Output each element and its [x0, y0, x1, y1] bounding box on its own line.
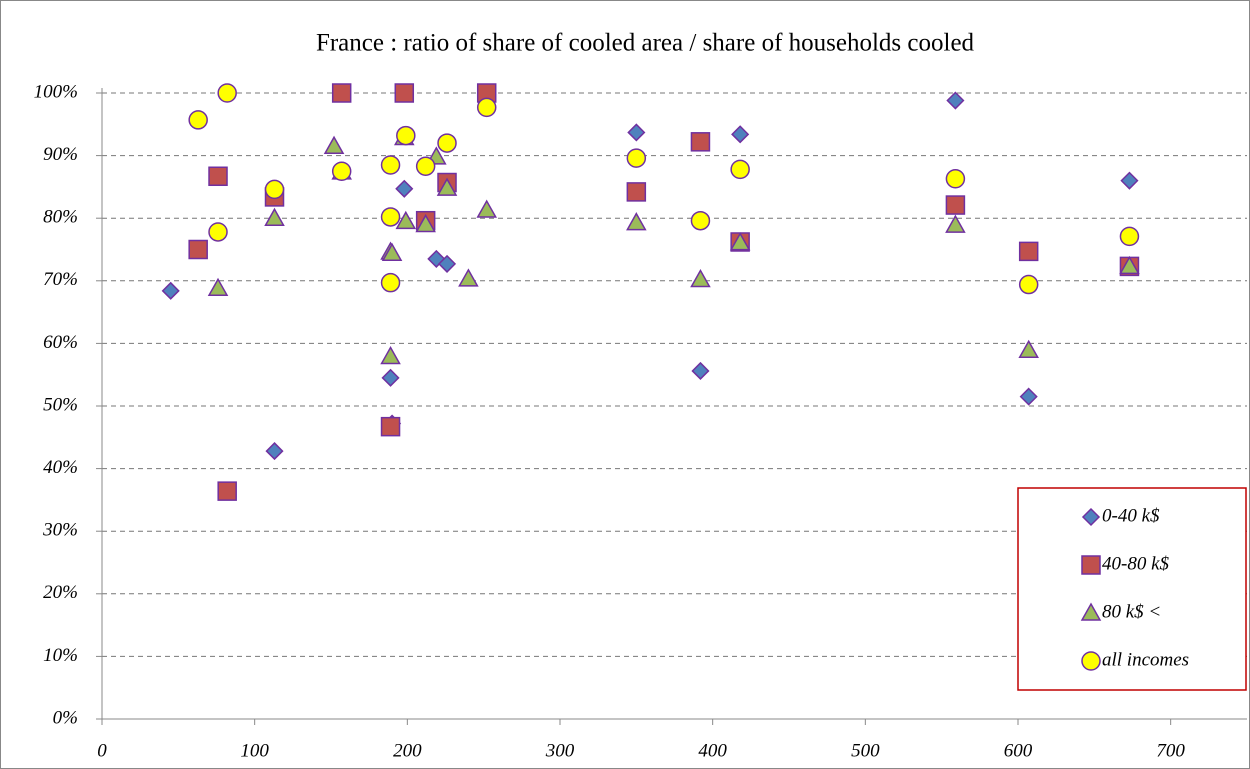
circle-point: [396, 125, 416, 146]
triangle-point: [690, 269, 711, 288]
triangle-point: [458, 268, 479, 287]
triangle-point: [729, 232, 751, 251]
x-tick-label: 300: [545, 740, 575, 761]
x-tick-label: 600: [1004, 740, 1033, 761]
x-tick-label: 700: [1156, 740, 1185, 761]
square-point: [690, 132, 711, 152]
circle-point: [437, 133, 457, 153]
x-tick-label: 0: [97, 740, 107, 761]
square-point: [380, 416, 401, 437]
triangle-point: [945, 214, 966, 233]
legend-box: [1017, 487, 1247, 691]
diamond-point: [437, 254, 457, 273]
diamond-point: [381, 368, 400, 387]
square-point: [188, 239, 208, 260]
circle-point: [264, 179, 285, 200]
y-tick-label: 0%: [53, 707, 78, 728]
diamond-point: [691, 361, 710, 381]
circle-point: [945, 169, 966, 189]
square-point: [626, 182, 647, 202]
diamond-point: [161, 281, 180, 300]
chart-title: France : ratio of share of cooled area /…: [316, 30, 975, 57]
triangle-point: [1080, 602, 1102, 621]
y-tick-label: 80%: [43, 207, 78, 228]
x-tick-label: 400: [698, 740, 727, 761]
triangle-point: [323, 135, 345, 154]
square-point: [217, 481, 237, 501]
circle-point: [380, 155, 401, 175]
y-tick-label: 20%: [43, 582, 78, 603]
circle-point: [208, 222, 228, 242]
square-point: [331, 83, 352, 103]
triangle-point: [207, 277, 229, 297]
circle-point: [380, 272, 401, 293]
legend-label: all incomes: [1102, 649, 1189, 670]
diamond-point: [1120, 171, 1139, 190]
square-point: [945, 195, 966, 215]
square-point: [1081, 555, 1101, 575]
triangle-point: [415, 213, 436, 233]
circle-point: [217, 83, 237, 103]
y-tick-label: 10%: [43, 645, 78, 666]
x-tick-label: 500: [851, 740, 880, 761]
y-tick-label: 30%: [42, 520, 78, 541]
y-tick-label: 100%: [34, 81, 78, 102]
circle-point: [331, 161, 352, 181]
triangle-point: [1018, 339, 1039, 359]
square-point: [1018, 241, 1039, 262]
x-tick-label: 200: [393, 740, 422, 761]
square-point: [208, 166, 228, 187]
legend-label: 0-40 k$: [1102, 505, 1160, 526]
diamond-point: [731, 125, 750, 144]
diamond-point: [265, 442, 284, 461]
circle-point: [1081, 651, 1101, 671]
diamond-point: [627, 123, 646, 142]
x-tick-label: 100: [240, 740, 269, 761]
diamond-point: [1019, 387, 1038, 406]
circle-point: [415, 156, 436, 176]
circle-point: [188, 110, 208, 130]
triangle-point: [626, 212, 647, 231]
legend-label: 80 k$ <: [1102, 601, 1161, 622]
circle-point: [476, 97, 497, 118]
circle-point: [626, 148, 647, 168]
diamond-point: [946, 91, 965, 110]
triangle-point: [476, 199, 498, 218]
legend-label: 40-80 k$: [1102, 553, 1170, 574]
circle-point: [1018, 274, 1039, 295]
circle-point: [690, 210, 711, 231]
triangle-point: [395, 210, 417, 230]
diamond-point: [395, 179, 414, 198]
y-tick-label: 50%: [43, 394, 78, 415]
triangle-point: [1119, 255, 1140, 275]
diamond-point: [1081, 507, 1101, 527]
circle-point: [380, 207, 401, 227]
triangle-point: [264, 207, 285, 226]
y-tick-label: 90%: [43, 144, 78, 165]
y-tick-label: 40%: [43, 457, 78, 478]
circle-point: [1119, 226, 1140, 247]
y-tick-label: 70%: [43, 269, 78, 290]
circle-point: [730, 159, 750, 180]
triangle-point: [436, 177, 458, 196]
y-tick-label: 60%: [43, 332, 78, 353]
triangle-point: [380, 346, 401, 365]
triangle-point: [381, 242, 403, 262]
square-point: [394, 83, 415, 103]
